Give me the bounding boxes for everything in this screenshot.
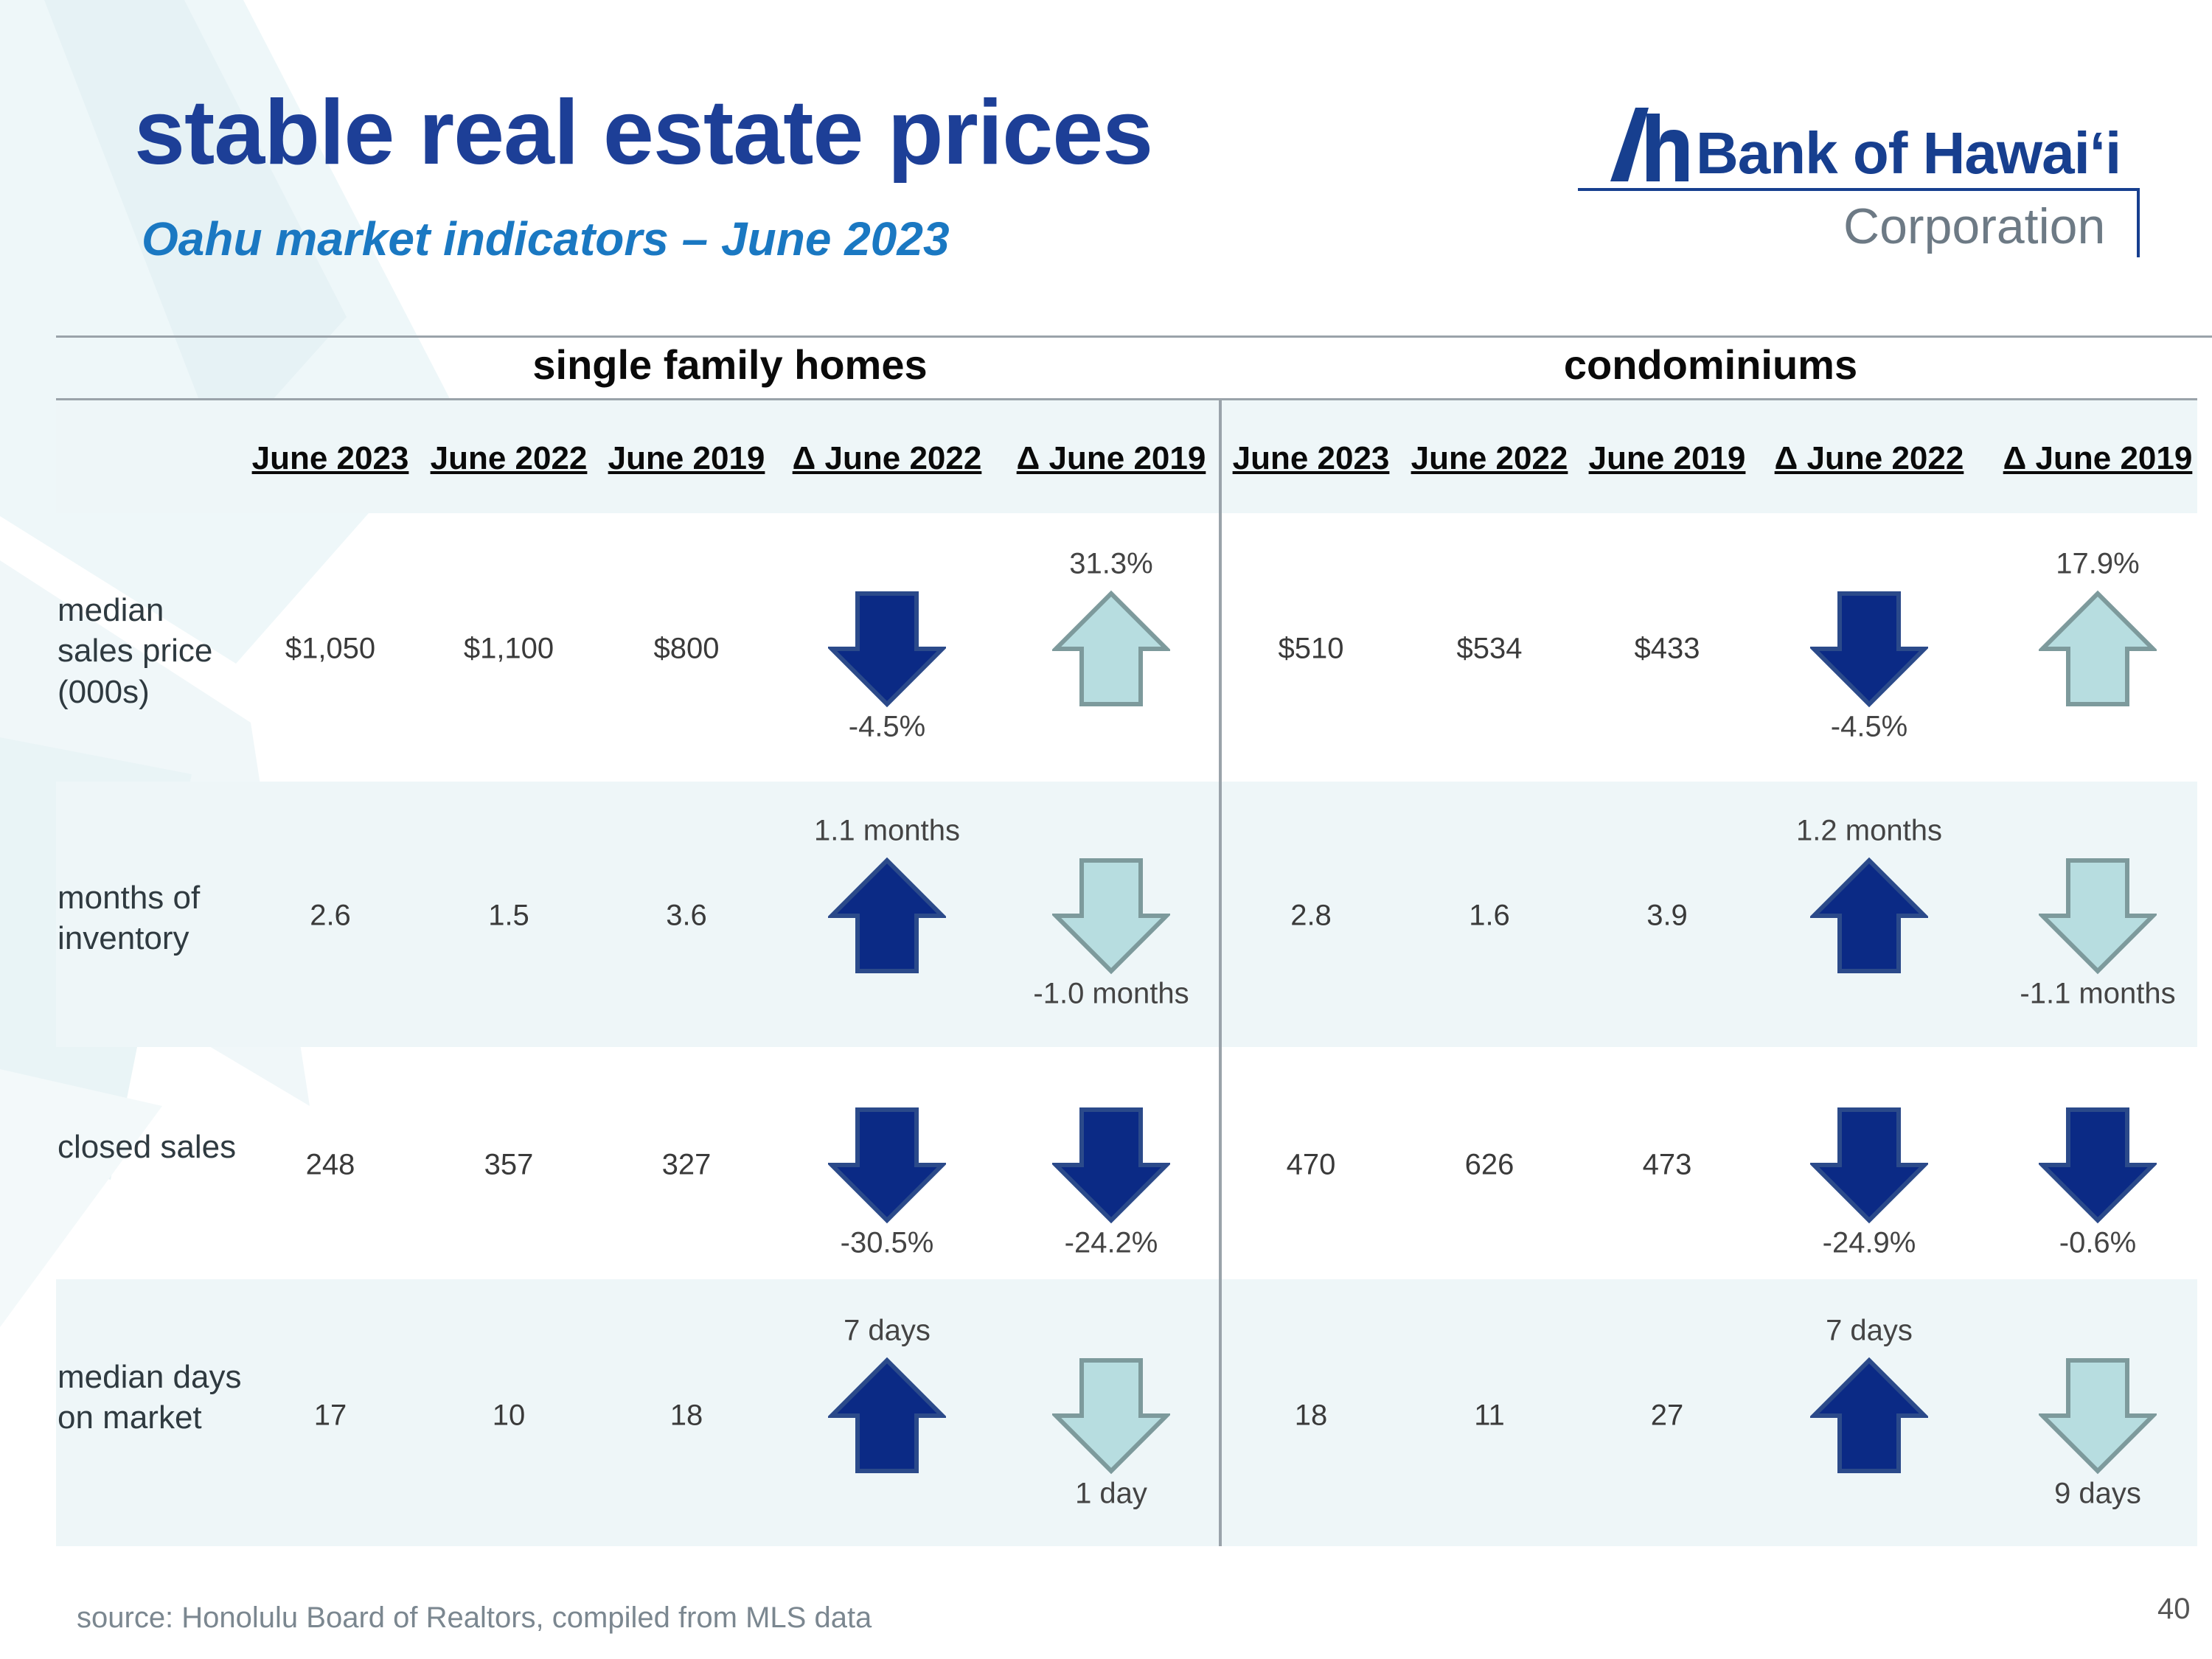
arrow-down-icon [1052, 1358, 1170, 1475]
column-header-sfh-june-2022: June 2022 [430, 440, 588, 476]
delta-condo-median-sales-price-000s-d2019: 17.9% [2056, 547, 2140, 580]
column-header-condo-june-2023: June 2023 [1232, 440, 1390, 476]
delta-sfh-closed-sales-d2019: -24.2% [1064, 1226, 1158, 1259]
arrow-up-icon [1052, 590, 1170, 706]
column-header-sfh-june-2023: June 2023 [251, 440, 409, 476]
logo-rule [1578, 188, 2140, 191]
row-label-median-sales-price-000s: median sales price (000s) [58, 592, 213, 710]
arrow-down-icon [828, 1107, 946, 1224]
column-header-condo-june-2022: June 2022 [1411, 440, 1568, 476]
delta-condo-median-days-on-market-d2019: 9 days [2054, 1477, 2141, 1510]
cell-condo-months-of-inventory-0: 2.8 [1290, 899, 1332, 932]
row-label-median-days-on-market: median days on market [58, 1359, 242, 1436]
column-header-condo-june-2019: Δ June 2019 [2003, 440, 2193, 476]
delta-condo-median-sales-price-000s-d2022: -4.5% [1830, 710, 1908, 743]
table-header-rule [56, 398, 2197, 400]
delta-condo-months-of-inventory-d2022: 1.2 months [1796, 814, 1942, 847]
delta-condo-months-of-inventory-d2019: -1.1 months [2020, 977, 2176, 1010]
cell-sfh-median-days-on-market-0: 17 [313, 1399, 347, 1432]
arrow-down-icon [1810, 1107, 1928, 1224]
cell-sfh-median-sales-price-000s-0: $1,050 [285, 632, 376, 665]
cell-condo-median-sales-price-000s-0: $510 [1278, 632, 1344, 665]
column-header-band [56, 400, 2197, 513]
delta-sfh-median-days-on-market-d2019: 1 day [1075, 1477, 1147, 1510]
bank-name: Bank of Hawai‘i [1696, 120, 2121, 186]
page-number: 40 [2157, 1593, 2191, 1625]
arrow-down-icon [2039, 1358, 2157, 1475]
cell-condo-median-sales-price-000s-1: $534 [1456, 632, 1523, 665]
page-title: stable real estate prices [134, 82, 1153, 184]
cell-condo-median-days-on-market-0: 18 [1294, 1399, 1328, 1432]
cell-sfh-months-of-inventory-1: 1.5 [488, 899, 529, 932]
bank-logo: Bank of Hawai‘i Corporation [1571, 103, 2146, 265]
arrow-down-icon [1810, 591, 1928, 708]
cell-condo-closed-sales-0: 470 [1286, 1148, 1336, 1181]
arrow-up-icon [828, 1357, 946, 1473]
column-header-condo-june-2019: June 2019 [1588, 440, 1746, 476]
cell-sfh-months-of-inventory-0: 2.6 [310, 899, 351, 932]
table-top-rule [56, 335, 2212, 338]
cell-sfh-median-sales-price-000s-2: $800 [653, 632, 720, 665]
column-header-sfh-june-2019: June 2019 [608, 440, 765, 476]
cell-condo-median-days-on-market-2: 27 [1650, 1399, 1684, 1432]
cell-condo-months-of-inventory-2: 3.9 [1646, 899, 1688, 932]
cell-sfh-closed-sales-1: 357 [484, 1148, 534, 1181]
arrow-down-icon [1052, 858, 1170, 975]
arrow-up-icon [1810, 857, 1928, 973]
delta-condo-median-days-on-market-d2022: 7 days [1826, 1314, 1913, 1347]
arrow-down-icon [2039, 858, 2157, 975]
delta-sfh-median-sales-price-000s-d2022: -4.5% [848, 710, 926, 743]
bank-corporation: Corporation [1843, 198, 2106, 254]
logo-rule-vertical [2137, 188, 2140, 257]
delta-sfh-months-of-inventory-d2022: 1.1 months [814, 814, 960, 847]
source-note: source: Honolulu Board of Realtors, comp… [77, 1601, 872, 1634]
delta-sfh-median-sales-price-000s-d2019: 31.3% [1069, 547, 1153, 580]
arrow-down-icon [1052, 1107, 1170, 1224]
cell-sfh-median-days-on-market-2: 18 [669, 1399, 703, 1432]
cell-sfh-closed-sales-0: 248 [305, 1148, 355, 1181]
delta-condo-closed-sales-d2019: -0.6% [2059, 1226, 2137, 1259]
arrow-down-icon [828, 591, 946, 708]
arrow-up-icon [2039, 590, 2157, 706]
arrow-up-icon [1810, 1357, 1928, 1473]
delta-condo-closed-sales-d2022: -24.9% [1822, 1226, 1916, 1259]
delta-sfh-closed-sales-d2022: -30.5% [840, 1226, 934, 1259]
cell-sfh-months-of-inventory-2: 3.6 [666, 899, 707, 932]
cell-condo-closed-sales-2: 473 [1642, 1148, 1692, 1181]
delta-sfh-median-days-on-market-d2022: 7 days [844, 1314, 931, 1347]
cell-sfh-median-sales-price-000s-1: $1,100 [463, 632, 554, 665]
column-header-condo-june-2022: Δ June 2022 [1774, 440, 1964, 476]
group-divider [1219, 400, 1222, 1546]
page-subtitle: Oahu market indicators – June 2023 [142, 212, 950, 265]
row-label-closed-sales: closed sales [58, 1129, 237, 1165]
cell-condo-months-of-inventory-1: 1.6 [1469, 899, 1510, 932]
column-header-sfh-june-2022: Δ June 2022 [792, 440, 982, 476]
group-header-condominiums: condominiums [1563, 341, 1858, 388]
group-header-single-family: single family homes [532, 341, 928, 388]
row-label-months-of-inventory: months of inventory [58, 880, 201, 957]
cell-sfh-closed-sales-2: 327 [661, 1148, 712, 1181]
cell-condo-closed-sales-1: 626 [1464, 1148, 1514, 1181]
arrow-up-icon [828, 857, 946, 973]
cell-condo-median-days-on-market-1: 11 [1474, 1399, 1505, 1432]
column-header-sfh-june-2019: Δ June 2019 [1016, 440, 1206, 476]
cell-condo-median-sales-price-000s-2: $433 [1634, 632, 1700, 665]
delta-sfh-months-of-inventory-d2019: -1.0 months [1033, 977, 1189, 1010]
cell-sfh-median-days-on-market-1: 10 [492, 1399, 526, 1432]
bank-mark-icon [1610, 108, 1688, 181]
arrow-down-icon [2039, 1107, 2157, 1224]
